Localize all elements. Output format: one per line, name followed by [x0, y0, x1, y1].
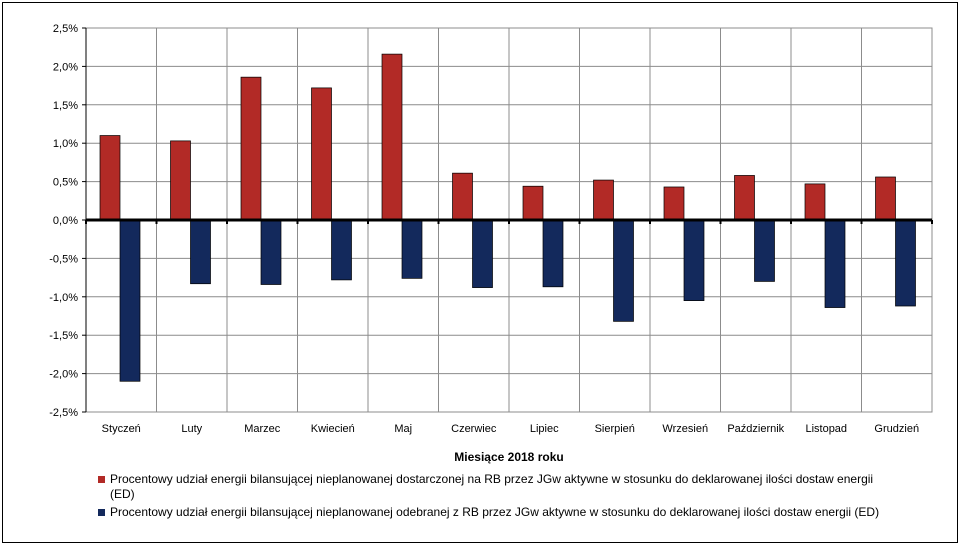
y-tick-label: -1,0%	[49, 292, 78, 304]
bar-received-1	[119, 219, 141, 382]
y-tick-label: 0,0%	[53, 215, 78, 227]
y-tick-label: 1,0%	[53, 138, 78, 150]
legend: Procentowy udział energii bilansującej n…	[96, 472, 896, 523]
x-axis-label: Miesiące 2018 roku	[454, 450, 563, 464]
legend-label-supplied: Procentowy udział energii bilansującej n…	[110, 472, 874, 501]
bar-received-12	[895, 219, 916, 307]
y-tick-label: 0,5%	[53, 177, 78, 189]
x-tick-label: Kwiecień	[311, 423, 355, 435]
legend-item-received: Procentowy udział energii bilansującej n…	[96, 505, 896, 520]
bar-supplied-7	[522, 185, 544, 221]
bar-received-2	[190, 219, 211, 285]
bar-supplied-6	[452, 172, 473, 221]
bar-supplied-3	[240, 76, 262, 221]
bar-supplied-9	[663, 186, 685, 221]
y-tick-label: -2,5%	[49, 407, 78, 419]
x-tick-label: Grudzień	[874, 423, 919, 435]
legend-item-supplied: Procentowy udział energii bilansującej n…	[96, 472, 896, 502]
bar-supplied-10	[734, 175, 755, 221]
x-tick-label: Lipiec	[530, 423, 559, 435]
legend-swatch-received	[98, 509, 105, 516]
x-tick-label: Luty	[181, 423, 202, 435]
x-tick-label: Sierpień	[595, 423, 635, 435]
bar-supplied-4	[311, 87, 332, 221]
bar-received-3	[260, 219, 282, 285]
bar-received-6	[472, 219, 493, 288]
bar-received-5	[401, 219, 423, 279]
x-tick-label: Wrzesień	[662, 423, 708, 435]
bar-received-7	[542, 219, 564, 288]
y-tick-label: -0,5%	[49, 253, 78, 265]
bar-supplied-11	[804, 183, 826, 221]
bar-received-11	[824, 219, 846, 308]
bar-supplied-1	[99, 135, 121, 221]
legend-label-received: Procentowy udział energii bilansującej n…	[110, 505, 880, 519]
y-tick-label: 1,5%	[53, 100, 78, 112]
x-tick-label: Marzec	[244, 423, 281, 435]
bar-supplied-8	[593, 179, 614, 221]
bar-supplied-5	[381, 53, 403, 221]
x-tick-label: Październik	[727, 423, 784, 435]
x-tick-label: Maj	[394, 423, 412, 435]
bar-received-9	[683, 219, 705, 301]
bars	[99, 53, 916, 382]
y-tick-label: 2,0%	[53, 61, 78, 73]
bar-supplied-12	[875, 176, 896, 221]
x-tick-label: Styczeń	[102, 423, 141, 435]
y-tick-label: -1,5%	[49, 330, 78, 342]
axes	[82, 27, 933, 413]
bar-received-8	[613, 219, 634, 322]
bar-supplied-2	[170, 140, 191, 221]
bar-received-4	[331, 219, 352, 281]
legend-swatch-supplied	[98, 476, 105, 483]
bar-received-10	[754, 219, 775, 282]
y-tick-labels: 2,5% 2,0% 1,5% 1,0% 0,5% 0,0% -0,5% -1,0% -1,5% -…	[49, 23, 78, 419]
x-tick-label: Listopad	[805, 423, 847, 435]
x-tick-label: Czerwiec	[451, 423, 497, 435]
y-tick-label: 2,5%	[53, 23, 78, 35]
x-tick-labels: Styczeń Luty Marzec Kwiecień Maj Czerwiec Lipi…	[102, 423, 919, 435]
y-tick-label: -2,0%	[49, 369, 78, 381]
